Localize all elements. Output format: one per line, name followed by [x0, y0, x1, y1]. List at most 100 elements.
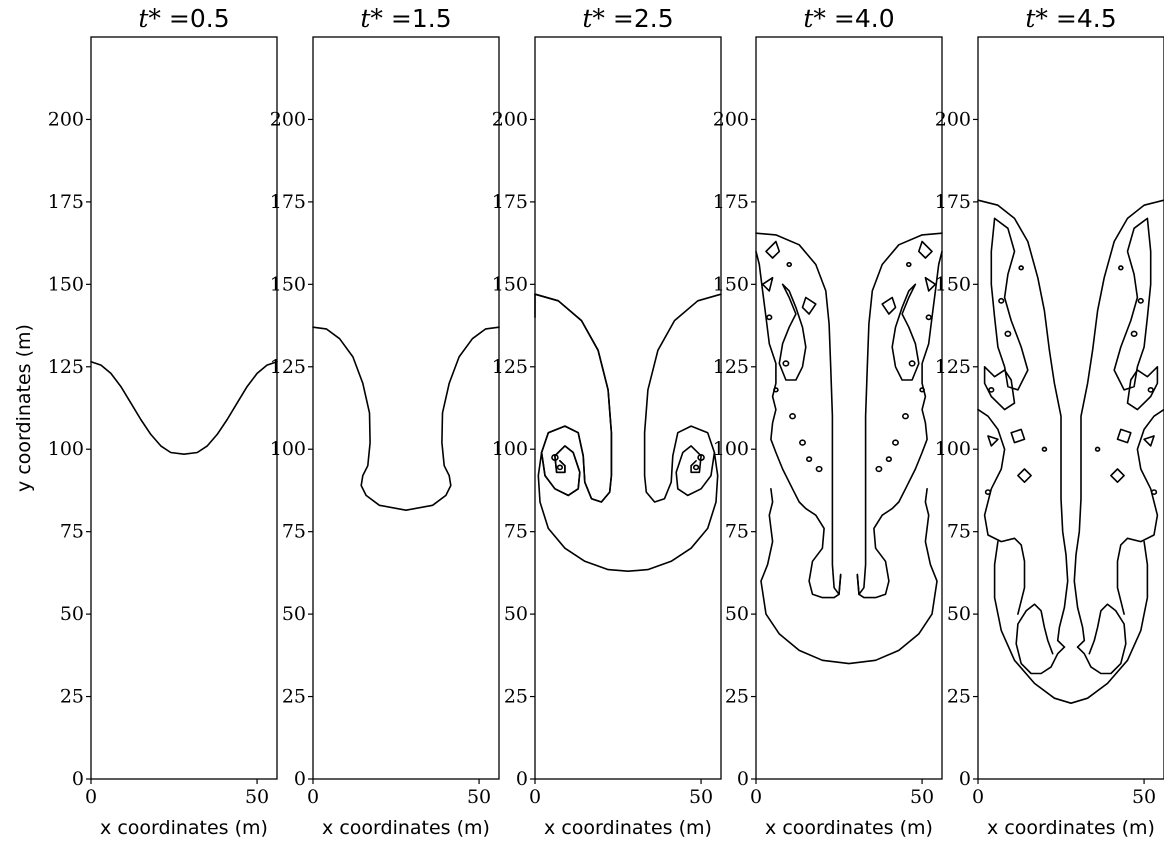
y-tick-label: 50 [282, 603, 306, 625]
panel-title: t* =0.5 [138, 4, 229, 33]
contour-line [983, 366, 1016, 411]
contour-blob [905, 261, 912, 268]
contour-blob [1147, 386, 1154, 393]
y-tick-label: 125 [935, 356, 971, 378]
y-tick-label: 150 [713, 273, 749, 295]
y-tick-label: 150 [935, 273, 971, 295]
contour-line [537, 451, 719, 572]
y-tick-label: 25 [504, 686, 528, 708]
y-tick-label: 200 [935, 108, 971, 130]
y-tick-label: 25 [725, 686, 749, 708]
y-tick-label: 125 [270, 356, 306, 378]
contour-line [755, 232, 842, 596]
contour-blob [1041, 446, 1048, 452]
contour-blob [815, 465, 823, 473]
contour-blob [773, 387, 779, 393]
contour-line [1113, 217, 1152, 391]
contour-blob [1018, 265, 1024, 271]
x-tick-label: 0 [307, 786, 319, 808]
contour-line [1017, 468, 1032, 483]
contour-blob [1150, 489, 1158, 495]
x-tick-label: 0 [85, 786, 97, 808]
plot-frame [755, 36, 943, 780]
contour-line [924, 276, 937, 292]
x-axis-label: x coordinates (m) [987, 817, 1155, 839]
plot-frame [534, 36, 722, 780]
y-axis-label: y coordinates (m) [13, 324, 35, 492]
contour-line [765, 240, 781, 259]
contour-lines [977, 199, 1164, 704]
contour-line [881, 296, 897, 315]
contour-blob [786, 261, 793, 268]
contour-line [534, 293, 613, 503]
y-tick-label: 175 [935, 191, 971, 213]
y-tick-label: 200 [492, 108, 528, 130]
y-tick-label: 125 [713, 356, 749, 378]
y-tick-label: 200 [270, 108, 306, 130]
panel-title-value: 1.5 [412, 4, 452, 33]
contour-blob [789, 413, 796, 420]
x-tick-label: 50 [689, 786, 713, 808]
contour-line [534, 293, 613, 503]
y-tick-label: 0 [72, 768, 84, 790]
y-tick-label: 75 [60, 521, 84, 543]
contour-blob [984, 489, 992, 495]
contour-blob [556, 464, 564, 471]
y-tick-label: 125 [492, 356, 528, 378]
contour-line [977, 408, 1026, 615]
contour-line [1015, 603, 1066, 675]
contour-blob [925, 314, 932, 321]
panel-title-prefix: t* = [803, 4, 854, 33]
y-tick-label: 150 [492, 273, 528, 295]
contour-line [1076, 603, 1127, 675]
y-tick-label: 150 [270, 273, 306, 295]
contour-line [90, 361, 278, 455]
panel-2: t* =1.5 0 25 50 75 100 125 150 175 200 0 50 x coordi… [270, 4, 500, 839]
x-axis-label: x coordinates (m) [100, 817, 268, 839]
contour-blob [799, 439, 806, 446]
plot-frame [90, 36, 278, 780]
plot-frame [312, 36, 500, 780]
x-tick-label: 50 [245, 786, 269, 808]
x-tick-label: 50 [467, 786, 491, 808]
contour-line [801, 296, 817, 315]
y-tick-label: 0 [516, 768, 528, 790]
contour-blob [1118, 265, 1124, 271]
contour-line [312, 326, 500, 511]
contour-line [856, 232, 943, 596]
panel-title-value: 0.5 [190, 4, 230, 33]
contour-line [1073, 199, 1164, 648]
y-tick-label: 150 [48, 273, 84, 295]
contour-line [993, 540, 1149, 704]
y-tick-label: 175 [713, 191, 749, 213]
y-tick-label: 75 [504, 521, 528, 543]
panel-title: t* =2.5 [582, 4, 673, 33]
x-tick-label: 0 [750, 786, 762, 808]
y-tick-label: 75 [725, 521, 749, 543]
x-axis-label: x coordinates (m) [765, 817, 933, 839]
contour-line [1126, 366, 1159, 411]
panel-title-prefix: t* = [138, 4, 189, 33]
contour-line [755, 250, 842, 599]
panel-title: t* =1.5 [360, 4, 451, 33]
y-tick-label: 125 [48, 356, 84, 378]
contour-line [1116, 428, 1132, 444]
contour-blob [892, 439, 899, 446]
contour-blob [692, 464, 700, 471]
y-tick-label: 175 [270, 191, 306, 213]
y-tick-label: 100 [713, 438, 749, 460]
contour-line [1116, 408, 1164, 615]
y-tick-label: 50 [504, 603, 528, 625]
panel-title-prefix: t* = [1025, 4, 1076, 33]
panel-title-value: 2.5 [634, 4, 674, 33]
contour-blob [998, 297, 1005, 304]
contour-line [1010, 428, 1026, 444]
contour-blob [551, 453, 559, 461]
x-axis-label: x coordinates (m) [322, 817, 490, 839]
contour-blob [1094, 446, 1101, 452]
y-tick-label: 0 [737, 768, 749, 790]
panel-5: t* =4.5 0 25 50 75 100 125 150 175 200 0 50 x coordi… [935, 4, 1164, 839]
contour-line [1143, 435, 1155, 447]
contour-blob [902, 413, 909, 420]
